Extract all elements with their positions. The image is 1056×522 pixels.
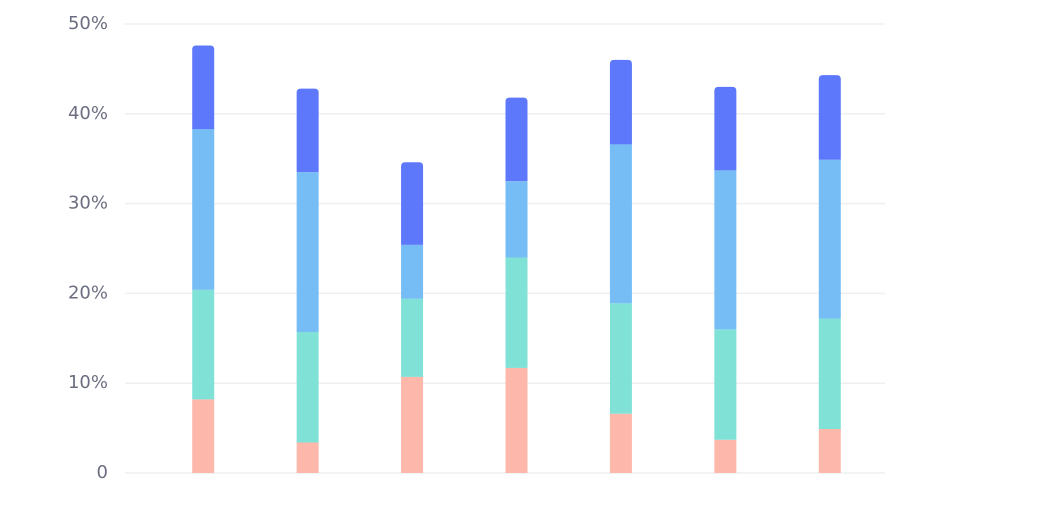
bar-segment [296, 172, 319, 333]
y-tick-label: 30% [68, 193, 108, 214]
bar-segment [505, 181, 528, 258]
bar-segment [714, 170, 737, 330]
bar-segment [192, 399, 215, 473]
bar-segment [401, 298, 424, 377]
bar-segment [818, 159, 841, 319]
y-tick-label: 50% [68, 13, 108, 34]
bar-segment [714, 86, 737, 171]
y-tick-label: 20% [68, 282, 108, 303]
bar-segment [401, 244, 424, 299]
bar-segment [505, 257, 528, 368]
bar-segment [505, 367, 528, 473]
bar-segment [192, 129, 215, 290]
bar-segment [296, 88, 319, 173]
bar-segment [818, 75, 841, 160]
bar-segment [401, 162, 424, 245]
bar-segment [505, 97, 528, 182]
bar-segment [818, 428, 841, 473]
bar-segment [296, 332, 319, 443]
bar-segment [609, 413, 632, 473]
bar-segment [192, 45, 215, 130]
bar-segment [192, 289, 215, 400]
bar-segment [714, 439, 737, 473]
bar-segment [609, 144, 632, 304]
y-tick-label: 0 [97, 462, 108, 483]
bar-segment [296, 442, 319, 473]
bar-segment [609, 59, 632, 145]
y-tick-label: 10% [68, 372, 108, 393]
bar-segment [714, 329, 737, 440]
bar-segment [609, 303, 632, 414]
bar-segment [401, 376, 424, 473]
y-tick-label: 40% [68, 103, 108, 124]
bar-segment [818, 318, 841, 429]
